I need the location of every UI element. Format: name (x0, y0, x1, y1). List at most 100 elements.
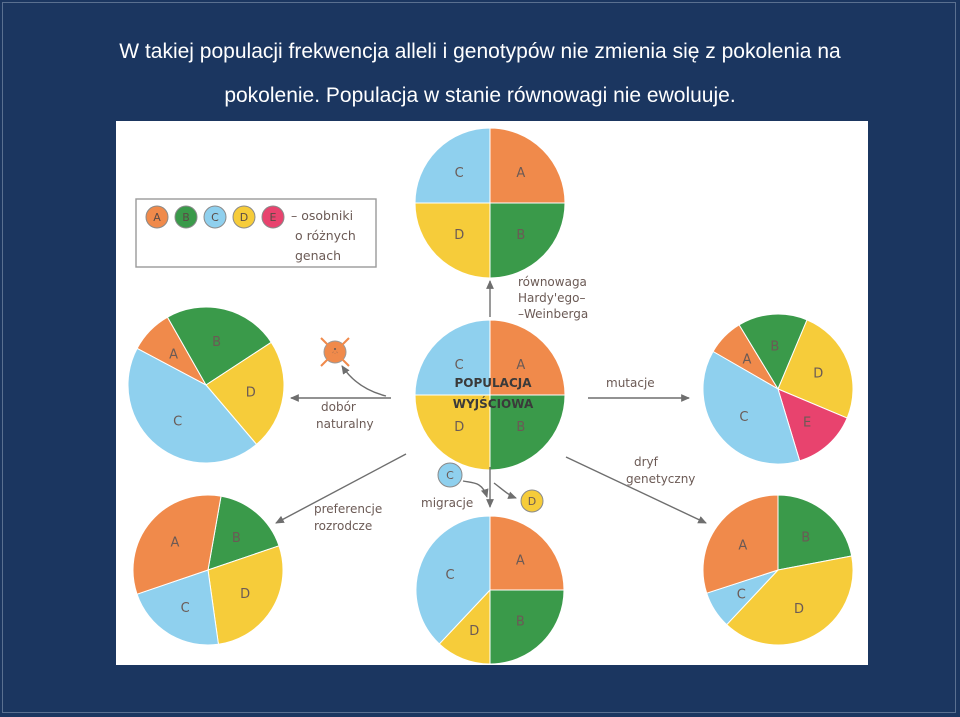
legend-swatch-e (261, 205, 285, 229)
legend-box (135, 198, 377, 268)
legend-text-line-3: genach (295, 248, 341, 263)
pie-center: A B D C (414, 319, 566, 471)
legend-swatch-c (203, 205, 227, 229)
pie-slice-label-c: C (446, 568, 455, 583)
pie-slice-d (725, 555, 854, 646)
pie-slice-label-a: A (742, 353, 751, 368)
arrow-to-bottom-right (565, 456, 707, 524)
pie-slice-b (489, 589, 565, 665)
pie-slice-label-a: A (738, 538, 747, 553)
label-natural-selection-1: dobór (321, 400, 356, 414)
pie-slice-c (136, 569, 220, 646)
legend: A B C D E – osobniki o różnych genach (135, 198, 377, 268)
legend-swatch-b (174, 205, 198, 229)
pie-slice-d (205, 341, 285, 446)
pie-slice-label-d: D (813, 367, 823, 382)
pie-bottom-left: B D C A (132, 494, 284, 646)
label-hardy-weinberg-1: równowaga (518, 275, 587, 289)
pie-slice-d (207, 545, 284, 645)
label-mating-preference-1: preferencje (314, 502, 382, 516)
pie-right: A B D E C (702, 313, 854, 465)
pie-slice-label-a: A (171, 536, 180, 551)
label-migration: migracje (421, 496, 473, 510)
arrow-to-bottom-left (275, 453, 407, 524)
pie-slice-label-a: A (516, 554, 525, 569)
migrant-out-c: C (437, 462, 463, 488)
pie-slice-label-e: E (803, 415, 811, 430)
label-hardy-weinberg-3: –Weinberga (518, 307, 588, 321)
pie-slice-label-d: D (454, 228, 464, 243)
pie-top: A B D C (414, 127, 566, 279)
legend-swatch-a (145, 205, 169, 229)
pie-slice-label-d: D (240, 587, 250, 602)
pie-slice-label-c: C (739, 410, 748, 425)
pie-slice-a (132, 494, 222, 595)
label-mutations: mutacje (606, 376, 655, 390)
pie-slice-label-c: C (737, 587, 746, 602)
pie-slice-label-d: D (794, 602, 804, 617)
pie-slice-label-b: B (770, 340, 779, 355)
pie-left: A B D C (127, 306, 285, 464)
pie-bottom: A B D C (415, 515, 565, 665)
migrant-out-circle (437, 462, 463, 488)
legend-swatch-label-d: D (240, 211, 248, 224)
pie-slice-label-c: C (455, 166, 464, 181)
pie-slice-c (127, 347, 258, 464)
center-label-line-1: POPULACJA (454, 376, 532, 390)
pie-slice-d (777, 319, 854, 419)
legend-swatch-label-e: E (270, 211, 277, 224)
title-line-2: pokolenie. Populacja w stanie równowagi … (224, 84, 736, 107)
arrows (275, 280, 707, 524)
pie-slice-d (414, 202, 491, 279)
pie-slice-label-d: D (469, 624, 479, 639)
label-genetic-drift-2: genetyczny (626, 472, 695, 486)
pie-slice-label-b: B (516, 228, 525, 243)
pie-slice-label-c: C (455, 358, 464, 373)
arrow-migrant-out (462, 480, 489, 498)
pie-slice-label-c: C (173, 414, 182, 429)
pie-slice-label-a: A (169, 348, 178, 363)
label-genetic-drift-1: dryf (634, 455, 659, 469)
label-mating-preference-2: rozrodcze (314, 519, 372, 533)
label-natural-selection-2: naturalny (316, 417, 374, 431)
pie-slice-label-a: A (516, 358, 525, 373)
pie-slice-b (777, 494, 853, 571)
title-line-1: W takiej populacji frekwencja alleli i g… (119, 40, 841, 63)
pie-slice-label-c: C (181, 601, 190, 616)
removed-allele-a: A (320, 337, 350, 367)
label-hardy-weinberg-2: Hardy'ego– (518, 291, 585, 305)
pie-slice-a (489, 319, 566, 396)
pie-slice-a (489, 127, 566, 204)
process-labels: równowaga Hardy'ego– –Weinberga dobór na… (314, 275, 695, 533)
pie-slice-label-a: A (516, 166, 525, 181)
pie-charts: A B D C A B D C A B D C A B D E C B D C A A B D C B D C A (127, 127, 854, 665)
pie-slice-a (702, 494, 779, 594)
pie-slice-b (738, 313, 808, 391)
pie-slice-label-d: D (246, 386, 256, 401)
pie-bottom-right: B D C A (702, 494, 854, 646)
pie-slice-e (777, 388, 848, 462)
legend-text-line-2: o różnych (295, 228, 356, 243)
arrow-removal (341, 365, 387, 397)
pie-slice-b (489, 394, 566, 471)
pie-slice-label-b: B (232, 531, 241, 546)
cross-line-2 (320, 337, 350, 367)
legend-swatch-d (232, 205, 256, 229)
legend-text-line-1: – osobniki (291, 208, 353, 223)
pie-slice-label-b: B (212, 335, 221, 350)
pie-slice-a (489, 515, 565, 591)
slide-title: W takiej populacji frekwencja alleli i g… (0, 30, 960, 118)
pie-slice-c (415, 515, 491, 645)
pie-slice-d (414, 394, 491, 471)
pie-slice-label-b: B (801, 531, 810, 546)
migrant-in-circle (520, 489, 544, 513)
pie-slice-label-d: D (454, 420, 464, 435)
pie-slice-label-b: B (516, 614, 525, 629)
legend-swatch-label-a: A (153, 211, 161, 224)
pie-slice-c (414, 127, 491, 204)
pie-slice-b (166, 306, 272, 386)
migrant-in-label: D (528, 495, 536, 508)
